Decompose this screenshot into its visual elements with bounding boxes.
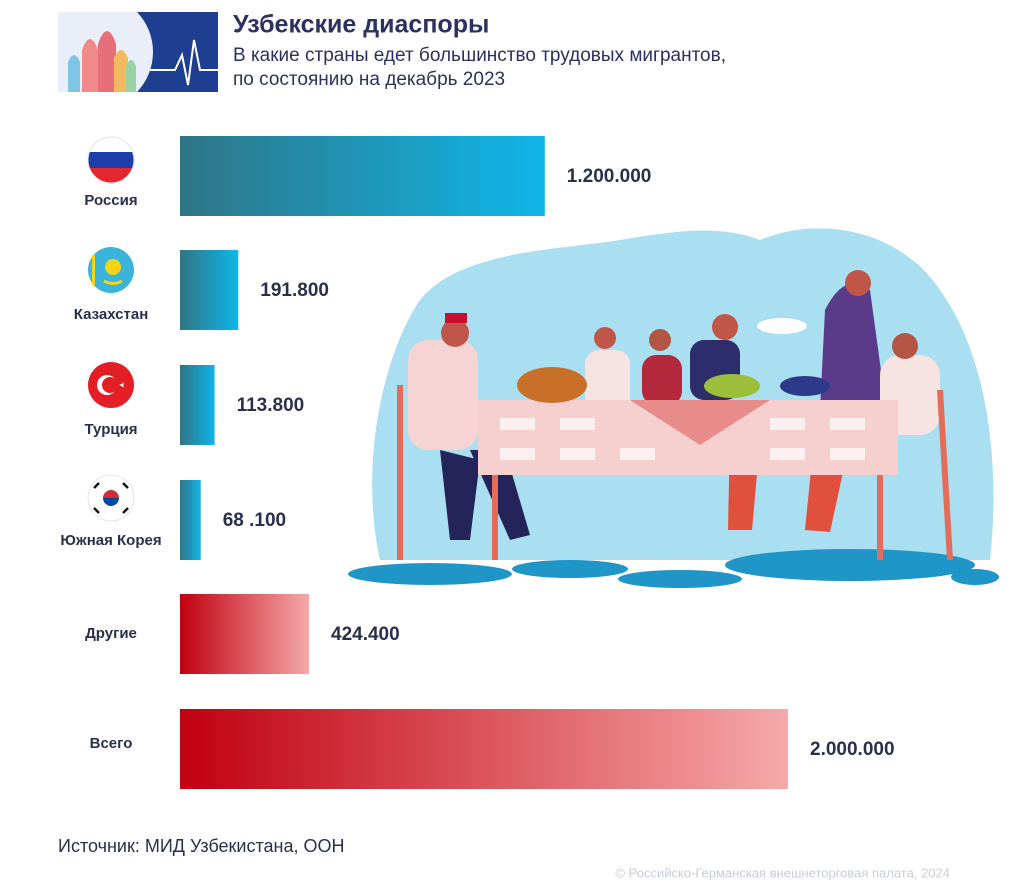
value-label: 68 .100	[223, 510, 286, 531]
category-label: Южная Корея	[60, 532, 161, 549]
value-label: 2.000.000	[810, 739, 895, 760]
flag-kazakhstan	[88, 247, 134, 293]
bar	[180, 480, 201, 560]
bar	[180, 365, 215, 445]
source: Источник: МИД Узбекистана, ООН	[58, 836, 345, 856]
category-label: Россия	[84, 192, 137, 209]
category-label: Другие	[85, 625, 137, 642]
bar	[180, 136, 545, 216]
bar	[180, 709, 788, 789]
copyright: © Российско-Германская внешнеторговая па…	[615, 865, 950, 880]
category-label: Казахстан	[74, 306, 149, 323]
bar	[180, 594, 310, 674]
chart-subtitle: В какие страны едет большинство трудовых…	[233, 45, 726, 66]
flag-turkey	[88, 362, 134, 408]
value-label: 1.200.000	[567, 166, 652, 187]
chart-title: Узбекские диаспоры	[233, 11, 489, 39]
bar	[180, 250, 239, 330]
value-label: 113.800	[237, 395, 305, 416]
value-label: 191.800	[260, 280, 329, 301]
flag-russia	[87, 136, 135, 184]
illustration	[348, 228, 999, 588]
logo	[58, 12, 218, 92]
category-label: Турция	[84, 421, 137, 438]
flag-south-korea	[87, 474, 135, 522]
value-label: 424.400	[331, 624, 400, 645]
chart-subtitle: по состоянию на декабрь 2023	[233, 69, 505, 90]
category-label: Всего	[90, 735, 133, 752]
